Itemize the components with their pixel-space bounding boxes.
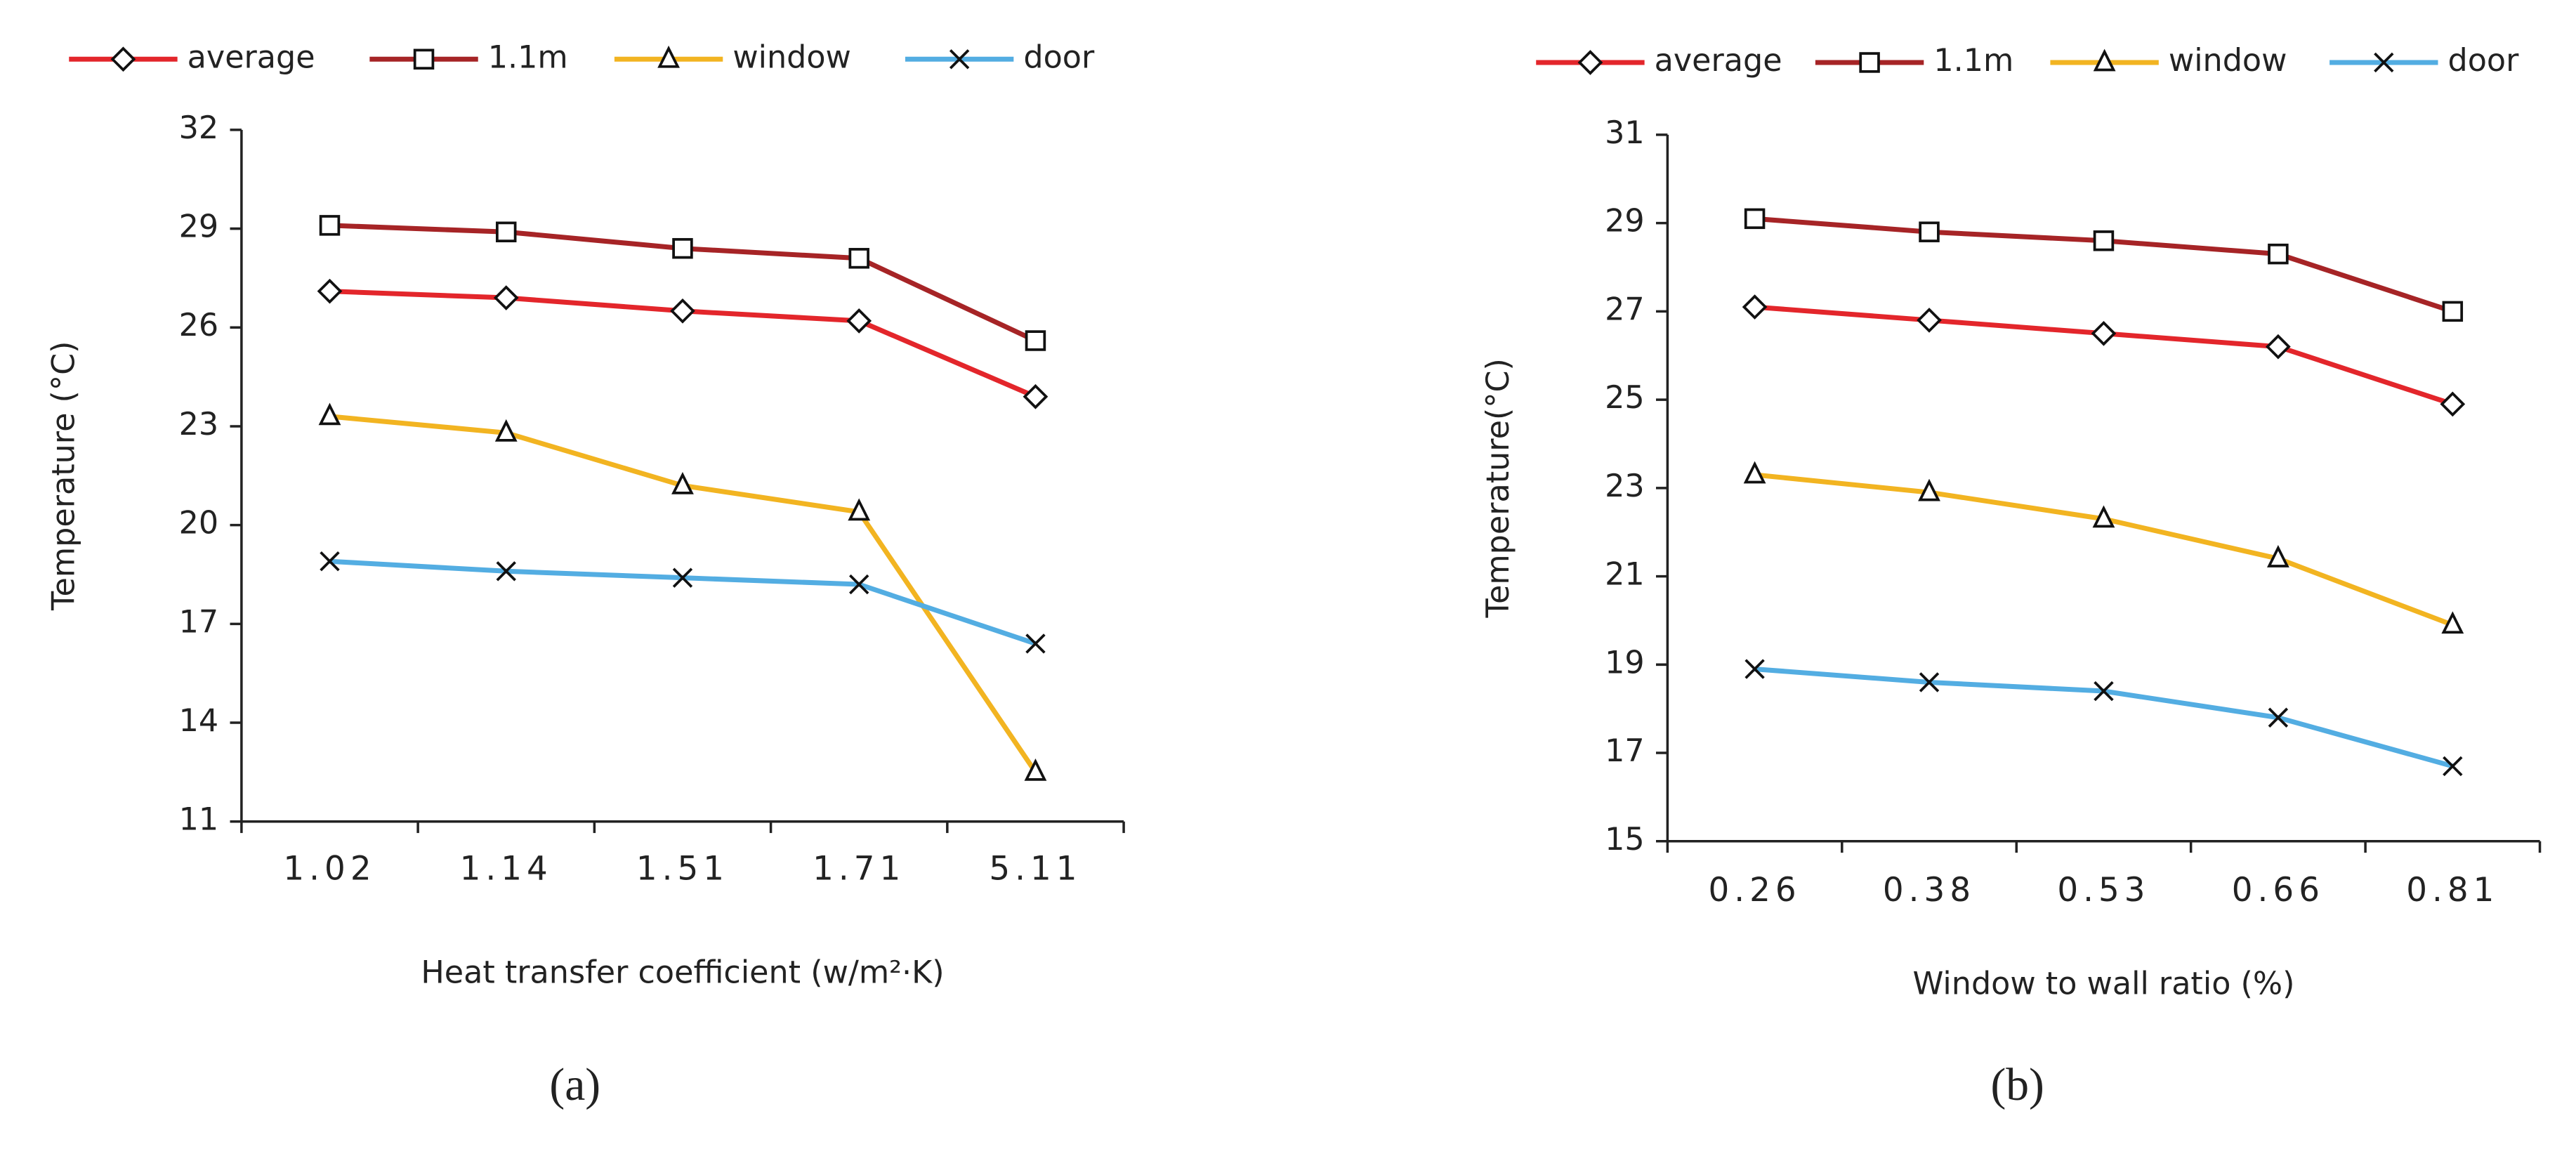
y-tick-label: 11 (179, 802, 219, 838)
marker (848, 248, 869, 269)
marker (494, 419, 518, 442)
x-tick-label: 0.38 (1883, 872, 1976, 910)
marker (1744, 208, 1766, 230)
marker (2266, 334, 2291, 360)
legend-label: door (1023, 39, 1095, 75)
x-tick-label: 1.51 (636, 850, 729, 888)
marker (949, 49, 970, 70)
series-line (1754, 472, 2454, 628)
marker (2091, 320, 2117, 346)
marker (2093, 48, 2116, 72)
marker (2440, 391, 2466, 417)
marker (2092, 505, 2115, 528)
marker (1859, 52, 1880, 73)
panel-label: (a) (549, 1060, 600, 1110)
y-tick-label: 21 (1605, 557, 1645, 593)
marker (1744, 659, 1765, 679)
legend-label: window (2169, 43, 2287, 79)
y-tick-label: 26 (179, 308, 219, 343)
marker (671, 471, 694, 494)
panel-label: (b) (1990, 1060, 2044, 1110)
series-line (329, 414, 1038, 774)
marker (1918, 478, 1940, 501)
marker (1743, 461, 1766, 484)
x-tick-label: 0.81 (2406, 872, 2499, 910)
x-tick-label: 1.02 (283, 850, 376, 888)
x-tick-label: 0.66 (2232, 872, 2325, 910)
marker (657, 45, 680, 68)
marker (320, 551, 340, 572)
x-tick-label: 0.53 (2057, 872, 2150, 910)
legend-label: 1.1m (1933, 43, 2013, 79)
marker (318, 402, 341, 426)
y-tick-label: 27 (1605, 291, 1645, 327)
marker (493, 285, 519, 310)
series-line (329, 558, 1037, 646)
marker (1742, 294, 1768, 320)
x-tick-label: 0.26 (1708, 872, 1801, 910)
marker (672, 237, 693, 259)
y-tick-label: 29 (1605, 204, 1645, 239)
marker (1919, 221, 1940, 242)
marker (2268, 243, 2289, 265)
y-tick-label: 15 (1605, 822, 1645, 858)
y-tick-label: 19 (1605, 645, 1645, 681)
marker (317, 278, 343, 304)
marker (1919, 672, 1940, 692)
marker (495, 221, 517, 242)
marker (670, 298, 695, 324)
marker (2268, 707, 2289, 728)
marker (2374, 52, 2394, 73)
legend-label: average (1655, 43, 1782, 79)
legend-label: window (732, 39, 851, 75)
y-tick-label: 17 (179, 604, 219, 640)
legend-label: door (2448, 43, 2520, 79)
y-axis-title: Temperature(°C) (1480, 358, 1516, 618)
marker (2443, 756, 2463, 777)
marker (413, 48, 435, 70)
marker (1917, 308, 1942, 333)
marker (1025, 330, 1046, 351)
y-tick-label: 23 (1605, 468, 1645, 504)
marker (1025, 633, 1046, 654)
y-tick-label: 20 (179, 506, 219, 541)
y-tick-label: 31 (1605, 115, 1645, 151)
x-axis-title: Window to wall ratio (%) (1912, 966, 2294, 1002)
legend-label: 1.1m (488, 39, 568, 75)
marker (2093, 230, 2115, 251)
marker (846, 308, 872, 334)
y-tick-label: 32 (179, 110, 219, 146)
legend-label: average (188, 39, 315, 75)
marker (496, 561, 516, 582)
y-tick-label: 23 (179, 407, 219, 442)
marker (672, 567, 693, 588)
x-tick-label: 1.71 (813, 850, 905, 888)
y-tick-label: 17 (1605, 733, 1645, 769)
x-tick-label: 1.14 (460, 850, 553, 888)
marker (2266, 545, 2289, 567)
marker (849, 574, 869, 595)
marker (1024, 758, 1047, 781)
marker (110, 46, 136, 72)
marker (2094, 681, 2114, 702)
marker (319, 215, 341, 236)
marker (2441, 611, 2464, 634)
marker (2442, 301, 2464, 322)
x-tick-label: 5.11 (989, 850, 1082, 888)
y-tick-label: 25 (1605, 380, 1645, 416)
x-axis-title: Heat transfer coefficient (w/m²·K) (421, 954, 944, 990)
y-tick-label: 29 (179, 209, 219, 245)
y-axis-title: Temperature (°C) (46, 341, 82, 612)
marker (1577, 50, 1603, 75)
marker (848, 498, 871, 521)
series-line (1754, 667, 2454, 769)
y-tick-label: 14 (179, 703, 219, 739)
marker (1023, 383, 1049, 409)
